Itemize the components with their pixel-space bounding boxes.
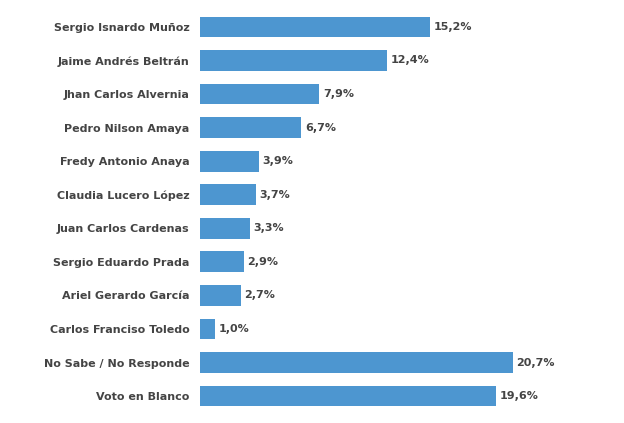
Text: 6,7%: 6,7%	[305, 123, 336, 132]
Text: 3,3%: 3,3%	[253, 223, 284, 233]
Text: 15,2%: 15,2%	[433, 22, 472, 32]
Bar	[200, 285, 240, 306]
Bar	[200, 50, 387, 71]
Text: 2,7%: 2,7%	[244, 291, 275, 300]
Bar	[200, 117, 301, 138]
Bar	[200, 151, 259, 172]
Bar	[200, 218, 250, 239]
Text: 19,6%: 19,6%	[500, 391, 539, 401]
Bar	[200, 386, 496, 407]
Bar	[200, 16, 429, 37]
Bar	[200, 84, 319, 104]
Bar	[200, 251, 243, 272]
Text: 3,9%: 3,9%	[263, 156, 293, 166]
Text: 20,7%: 20,7%	[517, 357, 555, 368]
Text: 2,9%: 2,9%	[247, 257, 278, 267]
Text: 7,9%: 7,9%	[323, 89, 354, 99]
Bar	[200, 352, 513, 373]
Text: 1,0%: 1,0%	[218, 324, 250, 334]
Bar	[200, 184, 256, 205]
Text: 12,4%: 12,4%	[391, 55, 430, 66]
Text: 3,7%: 3,7%	[260, 190, 290, 200]
Bar	[200, 319, 215, 339]
